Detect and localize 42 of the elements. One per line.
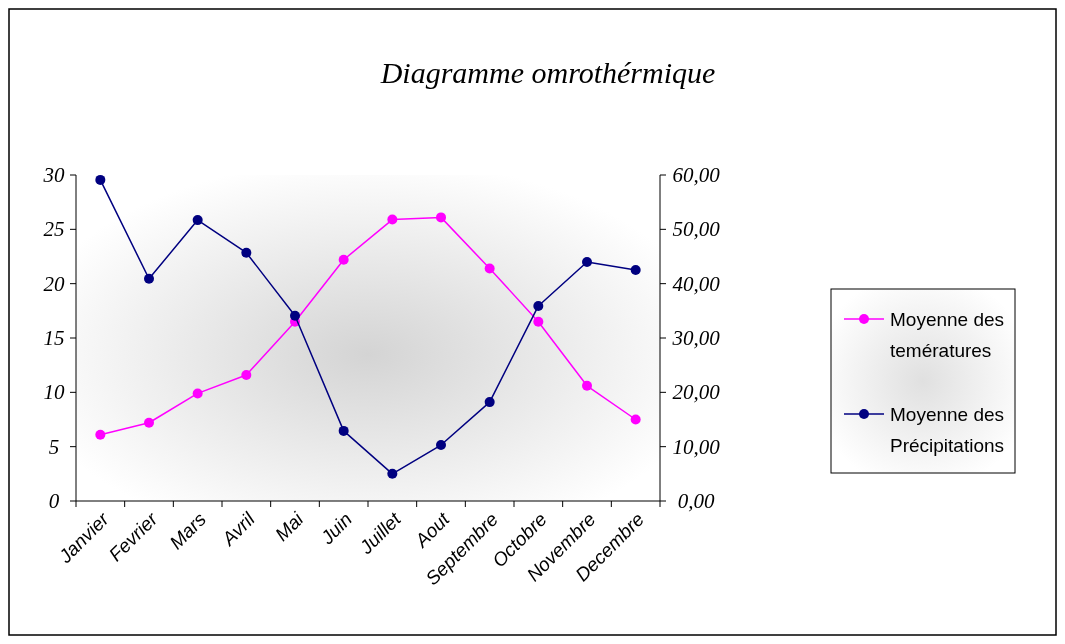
y-tick-label: 20: [43, 271, 65, 296]
point: [533, 316, 544, 327]
point: [582, 256, 592, 267]
x-tick-label: Mai: [270, 508, 308, 546]
point: [192, 215, 203, 226]
point: [144, 417, 154, 428]
y-tick-label: 10: [43, 380, 65, 405]
y2-tick-label: 10,00: [672, 434, 721, 459]
point: [630, 265, 641, 276]
point: [387, 468, 398, 479]
x-tick-label: Juin: [315, 508, 357, 549]
y-tick-label: 5: [48, 434, 60, 459]
y-tick-label: 25: [43, 217, 65, 242]
point: [387, 214, 398, 225]
y-tick-label: 0: [48, 489, 60, 513]
point: [192, 388, 203, 399]
point: [484, 263, 495, 274]
point: [241, 247, 252, 258]
y2-tick-label: 20,00: [672, 380, 721, 405]
point: [338, 425, 349, 436]
y2-tick-label: 60,00: [672, 163, 721, 187]
point: [338, 254, 349, 265]
chart-title: Diagramme omrothérmique: [379, 56, 716, 89]
legend-label: Moyenne des temératures: [890, 309, 1005, 361]
y-tick-label: 30: [42, 163, 65, 187]
point: [436, 212, 446, 223]
y2-tick-label: 30,00: [671, 326, 721, 350]
point: [582, 380, 592, 391]
point: [630, 414, 641, 425]
point: [241, 369, 252, 380]
y2-tick-label: 40,00: [672, 271, 721, 296]
y-tick-label: 15: [43, 326, 65, 350]
point: [144, 273, 154, 284]
legend-label: Moyenne des Précipitations: [890, 404, 1005, 456]
point: [533, 300, 544, 311]
y2-tick-label: 50,00: [672, 217, 721, 242]
point: [436, 440, 446, 451]
point: [290, 310, 300, 321]
point: [484, 397, 495, 408]
point: [95, 174, 106, 185]
point: [95, 429, 106, 440]
y2-tick-label: 0,00: [677, 489, 715, 513]
